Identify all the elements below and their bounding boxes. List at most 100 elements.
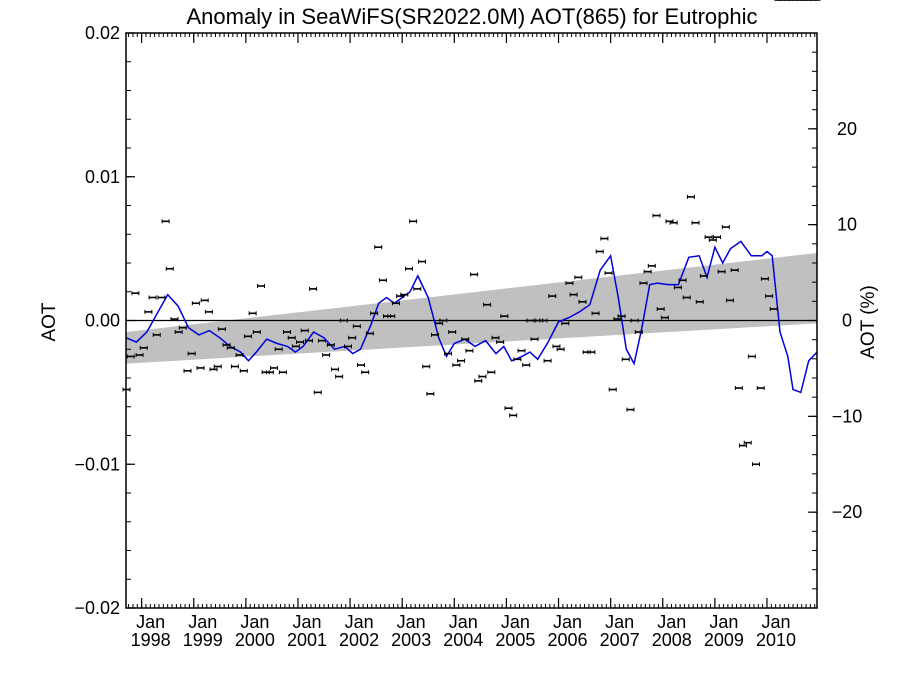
data-point bbox=[647, 263, 656, 268]
data-point bbox=[426, 391, 435, 396]
data-point bbox=[265, 370, 274, 375]
x-tick-year: 1999 bbox=[183, 630, 223, 650]
data-point bbox=[452, 363, 461, 368]
data-point bbox=[617, 314, 626, 319]
data-point bbox=[243, 334, 252, 339]
data-point bbox=[435, 321, 444, 326]
data-point bbox=[269, 365, 278, 370]
data-point bbox=[400, 292, 409, 297]
data-point bbox=[274, 347, 283, 352]
data-point bbox=[165, 266, 174, 271]
x-tick-month: Jan bbox=[605, 612, 634, 632]
data-point bbox=[391, 301, 400, 306]
data-point bbox=[465, 348, 474, 353]
x-tick-month: Jan bbox=[761, 612, 790, 632]
data-point bbox=[204, 309, 213, 314]
data-point bbox=[530, 337, 539, 342]
data-point bbox=[170, 317, 179, 322]
data-point bbox=[235, 353, 244, 357]
data-point bbox=[643, 269, 652, 274]
data-point bbox=[595, 249, 604, 254]
data-point bbox=[673, 285, 682, 290]
data-point bbox=[283, 330, 292, 334]
data-point bbox=[561, 321, 570, 326]
data-point bbox=[444, 351, 453, 356]
x-tick-month: Jan bbox=[657, 612, 686, 632]
data-point bbox=[712, 235, 721, 240]
trend-band bbox=[126, 252, 817, 364]
y-axis-label: AOT bbox=[39, 302, 60, 341]
data-point bbox=[669, 220, 678, 225]
chart-title: Anomaly in SeaWiFS(SR2022.0M) AOT(865) f… bbox=[186, 4, 757, 29]
data-point bbox=[461, 337, 470, 342]
data-point bbox=[152, 332, 161, 337]
x-tick-month: Jan bbox=[501, 612, 530, 632]
data-point bbox=[387, 314, 396, 319]
x-tick-year: 1998 bbox=[131, 630, 171, 650]
data-point bbox=[191, 301, 200, 306]
data-point bbox=[678, 278, 687, 283]
bottom-axis-ticks: Jan1998Jan1999Jan2000Jan2001Jan2002Jan20… bbox=[128, 33, 816, 650]
data-point bbox=[139, 345, 148, 350]
y2-axis-label: AOT (%) bbox=[858, 285, 879, 359]
y2-tick-label: 0 bbox=[842, 311, 852, 331]
data-point bbox=[361, 370, 370, 375]
data-point bbox=[213, 364, 222, 369]
data-point bbox=[291, 344, 300, 349]
data-point bbox=[196, 365, 205, 370]
data-point bbox=[739, 443, 748, 448]
data-point bbox=[404, 266, 413, 271]
data-point bbox=[504, 406, 513, 411]
data-point bbox=[439, 318, 448, 323]
data-point bbox=[756, 386, 765, 391]
right-axis-ticks: −20 −10 0 10 20 bbox=[808, 32, 863, 609]
data-point bbox=[621, 357, 630, 362]
data-point bbox=[591, 311, 600, 316]
data-point bbox=[587, 350, 596, 355]
data-point bbox=[630, 318, 639, 323]
data-point bbox=[457, 358, 466, 363]
data-point bbox=[517, 348, 526, 353]
data-point bbox=[708, 238, 717, 242]
data-point bbox=[695, 299, 704, 304]
data-point bbox=[747, 354, 756, 359]
x-tick-year: 2007 bbox=[600, 630, 640, 650]
data-point bbox=[126, 354, 135, 359]
data-point bbox=[161, 219, 170, 224]
data-point bbox=[765, 294, 774, 299]
data-point bbox=[569, 292, 578, 297]
data-point bbox=[148, 295, 157, 300]
data-point bbox=[330, 367, 339, 372]
x-tick-month: Jan bbox=[345, 612, 374, 632]
x-tick-year: 2000 bbox=[235, 630, 275, 650]
x-tick-month: Jan bbox=[292, 612, 321, 632]
x-tick-year: 2006 bbox=[548, 630, 588, 650]
x-tick-month: Jan bbox=[240, 612, 269, 632]
data-point bbox=[509, 413, 518, 418]
data-point bbox=[656, 307, 665, 311]
data-point bbox=[252, 330, 261, 334]
data-point bbox=[604, 271, 613, 276]
monthly-anomaly-points bbox=[122, 0, 821, 467]
data-point bbox=[178, 325, 187, 330]
x-tick-year: 2001 bbox=[287, 630, 327, 650]
data-point bbox=[539, 318, 548, 323]
x-tick-month: Jan bbox=[188, 612, 217, 632]
data-point bbox=[365, 331, 374, 336]
data-point bbox=[483, 302, 492, 307]
y2-tick-label: 10 bbox=[837, 215, 857, 235]
y2-tick-label: −20 bbox=[832, 502, 863, 522]
data-point bbox=[600, 236, 609, 241]
y-tick-label: −0.01 bbox=[74, 454, 120, 474]
running-mean-line bbox=[125, 240, 818, 394]
data-point bbox=[256, 284, 265, 288]
y-tick-label: 0.02 bbox=[85, 23, 120, 43]
data-point bbox=[478, 374, 487, 379]
data-point bbox=[734, 386, 743, 391]
data-point bbox=[752, 462, 761, 467]
data-point bbox=[413, 286, 422, 291]
data-point bbox=[313, 390, 322, 395]
data-point bbox=[704, 235, 713, 240]
x-tick-year: 2005 bbox=[495, 630, 535, 650]
